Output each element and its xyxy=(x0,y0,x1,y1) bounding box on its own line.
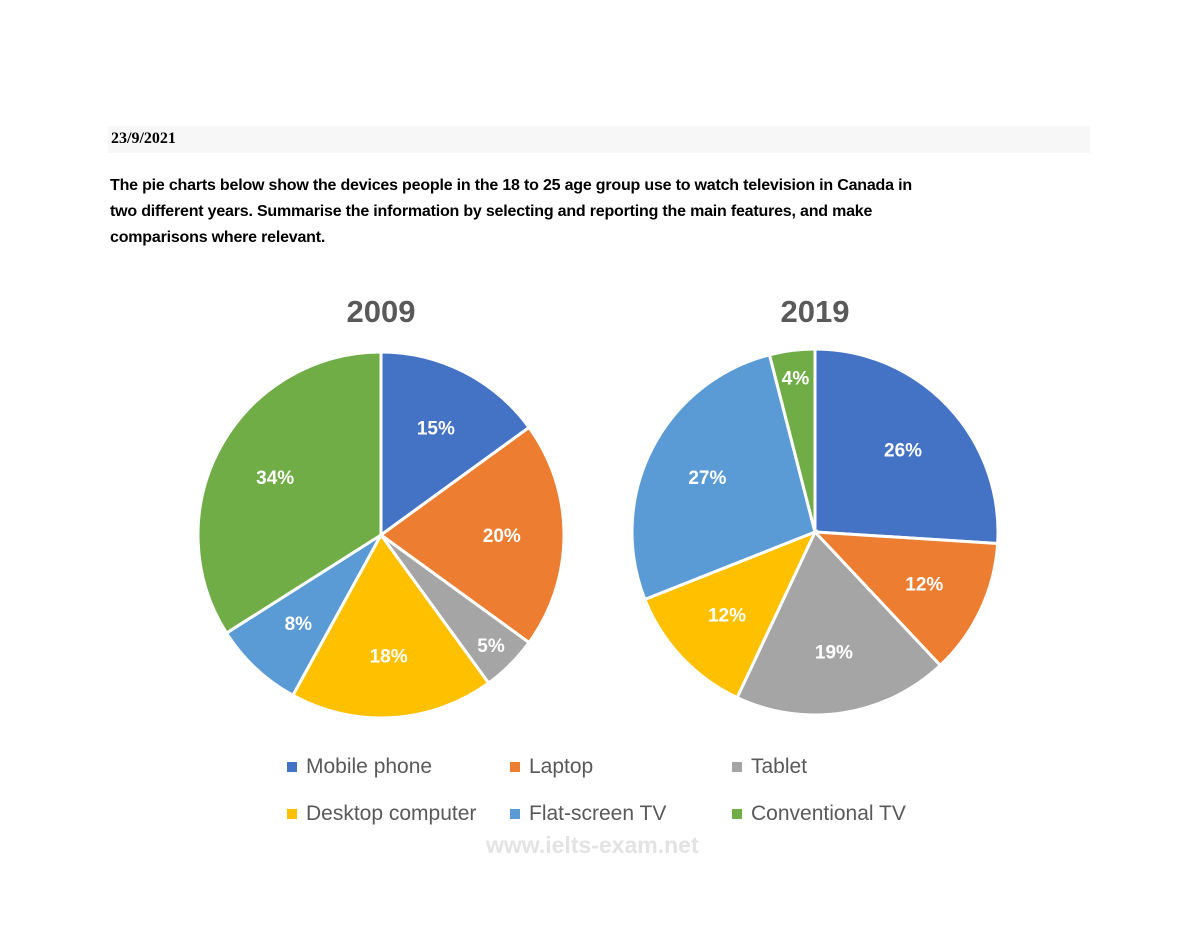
legend-swatch xyxy=(510,809,520,819)
pie-slice-mobile-phone xyxy=(379,350,532,538)
data-label: 34% xyxy=(256,468,294,489)
data-label: 18% xyxy=(370,647,408,668)
legend-swatch xyxy=(732,809,742,819)
pie-title: 2009 xyxy=(347,294,416,329)
pie-slice-desktop-computer xyxy=(642,529,818,700)
prompt-line: comparisons where relevant. xyxy=(110,229,326,246)
watermark: www.ielts-exam.net xyxy=(486,832,699,858)
prompt-line: The pie charts below show the devices pe… xyxy=(110,177,912,194)
legend-swatch xyxy=(287,809,297,819)
data-label: 4% xyxy=(782,369,810,390)
legend-item-laptop: Laptop xyxy=(510,755,593,779)
legend-item-tablet: Tablet xyxy=(732,755,807,779)
data-label: 12% xyxy=(905,574,943,595)
data-label: 12% xyxy=(708,606,746,627)
date-bar: 23/9/2021 xyxy=(108,126,1090,153)
pie-slice-laptop xyxy=(811,530,1000,668)
legend-label: Flat-screen TV xyxy=(529,802,667,825)
legend-item-flat-screen-tv: Flat-screen TV xyxy=(510,802,666,826)
legend-item-conventional-tv: Conventional TV xyxy=(732,802,906,826)
task-prompt: The pie charts below show the devices pe… xyxy=(110,173,912,251)
pie-slice-conventional-tv xyxy=(767,347,817,533)
pie-slice-flat-screen-tv xyxy=(630,352,817,602)
pie-slice-desktop-computer xyxy=(290,532,491,720)
pie-title: 2019 xyxy=(781,294,850,329)
pie-slice-laptop xyxy=(378,425,566,645)
legend-label: Laptop xyxy=(529,755,594,778)
pie-slice-tablet xyxy=(735,529,943,717)
pie-slice-conventional-tv xyxy=(196,350,383,636)
legend-label: Tablet xyxy=(751,755,808,778)
legend-label: Conventional TV xyxy=(751,802,906,825)
legend-swatch xyxy=(287,762,297,772)
date: 23/9/2021 xyxy=(111,130,176,147)
data-label: 19% xyxy=(815,642,853,663)
data-label: 27% xyxy=(688,468,726,489)
legend-label: Mobile phone xyxy=(306,755,433,778)
legend-swatch xyxy=(510,762,520,772)
legend-item-desktop-computer: Desktop computer xyxy=(287,802,476,826)
data-label: 20% xyxy=(483,526,521,547)
data-label: 15% xyxy=(417,418,455,439)
pie-slice-mobile-phone xyxy=(813,347,1000,546)
prompt-line: two different years. Summarise the infor… xyxy=(110,203,873,220)
legend-item-mobile-phone: Mobile phone xyxy=(287,755,432,779)
data-label: 8% xyxy=(285,614,313,635)
data-label: 5% xyxy=(477,636,505,657)
legend-swatch xyxy=(732,762,742,772)
data-label: 26% xyxy=(884,440,922,461)
legend-label: Desktop computer xyxy=(306,802,477,825)
pie-slice-flat-screen-tv xyxy=(224,533,383,698)
